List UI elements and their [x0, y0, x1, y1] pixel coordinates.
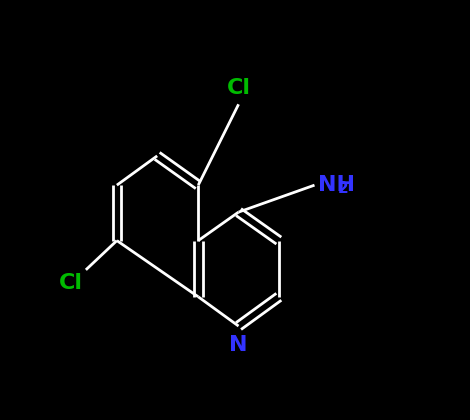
Text: 2: 2 — [338, 181, 348, 197]
Text: Cl: Cl — [227, 78, 251, 98]
Text: Cl: Cl — [59, 273, 83, 293]
Text: N: N — [229, 335, 248, 355]
Text: NH: NH — [318, 175, 354, 195]
